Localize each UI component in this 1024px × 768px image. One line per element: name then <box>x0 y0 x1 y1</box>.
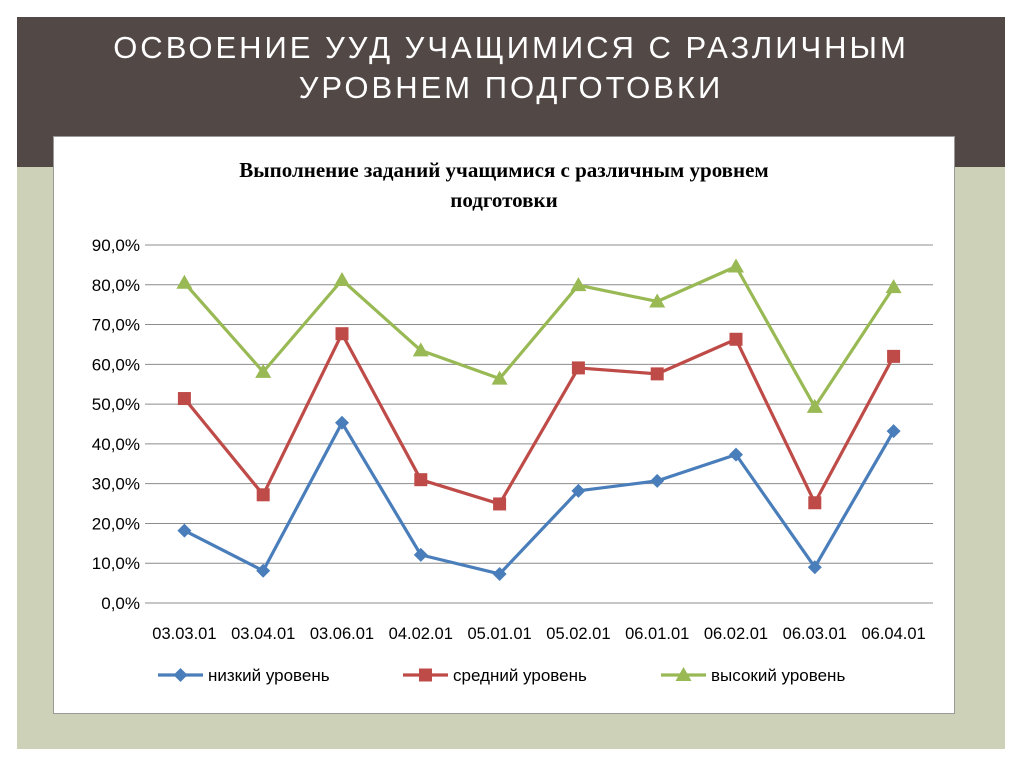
data-point-square <box>887 349 901 363</box>
data-point-triangle <box>885 279 902 294</box>
y-tick-label: 10,0% <box>92 554 140 573</box>
x-axis-tick-labels: 03.03.01 03.04.01 03.06.01 04.02.01 05.01.01… <box>152 625 925 643</box>
x-tick-label: 06.03.01 <box>783 625 847 643</box>
legend-label: низкий уровень <box>208 666 330 685</box>
x-tick-label: 06.02.01 <box>704 625 768 643</box>
legend-item: средний уровень <box>403 666 587 685</box>
legend-marker-diamond <box>173 668 188 682</box>
y-tick-label: 0,0% <box>101 594 140 613</box>
series-3 <box>176 258 902 413</box>
series-lines <box>176 258 902 581</box>
data-point-diamond <box>335 415 349 430</box>
series-line <box>183 332 896 506</box>
data-point-triangle <box>491 370 508 385</box>
gridlines <box>145 244 933 604</box>
data-point-diamond <box>256 563 271 578</box>
data-point-diamond <box>413 547 428 562</box>
legend-item: высокий уровень <box>661 666 845 685</box>
data-point-square <box>493 497 507 511</box>
data-point-square <box>650 367 664 381</box>
slide-title-line2: уровнем подготовки <box>298 70 724 105</box>
data-point-triangle <box>255 363 272 378</box>
data-point-square <box>335 327 349 341</box>
chart-box: 0,0% 10,0% 20,0% 30,0% 40,0% 50,0% 60,0% 70,0% 8… <box>53 136 955 714</box>
data-point-triangle <box>728 258 744 273</box>
data-point-square <box>256 488 270 502</box>
series-line <box>183 264 895 409</box>
legend-marker-square <box>419 668 432 682</box>
data-point-triangle <box>412 342 429 357</box>
x-tick-label: 03.06.01 <box>310 625 374 643</box>
data-point-triangle <box>176 274 193 289</box>
data-point-diamond <box>177 523 192 538</box>
data-point-triangle <box>570 277 587 292</box>
y-tick-label: 60,0% <box>92 355 140 374</box>
legend: низкий уровень средний уровень высокий уро… <box>158 666 845 685</box>
x-tick-label: 04.02.01 <box>389 625 453 643</box>
data-point-triangle <box>649 293 666 308</box>
y-tick-label: 30,0% <box>92 475 140 494</box>
data-point-diamond <box>492 566 507 581</box>
y-tick-label: 20,0% <box>92 514 140 533</box>
legend-label: средний уровень <box>453 666 587 685</box>
y-tick-label: 70,0% <box>92 316 140 335</box>
x-tick-label: 06.01.01 <box>625 625 689 643</box>
legend-marker-triangle <box>675 667 692 681</box>
data-point-square <box>177 392 191 406</box>
legend-item: низкий уровень <box>158 666 330 685</box>
y-axis-tick-labels: 0,0% 10,0% 20,0% 30,0% 40,0% 50,0% 60,0% 70,0% 8… <box>92 236 140 613</box>
series-2 <box>177 327 901 511</box>
slide-title: Освоение УУД учащимися с различным уровн… <box>17 28 1005 108</box>
data-point-square <box>571 361 585 375</box>
line-chart: 0,0% 10,0% 20,0% 30,0% 40,0% 50,0% 60,0% 70,0% 8… <box>92 236 933 685</box>
data-point-diamond <box>729 447 743 462</box>
data-point-triangle <box>334 272 350 287</box>
data-point-diamond <box>886 424 901 439</box>
data-point-diamond <box>650 473 665 488</box>
x-tick-label: 05.01.01 <box>467 625 531 643</box>
x-tick-label: 03.03.01 <box>152 625 216 643</box>
data-point-diamond <box>807 560 822 575</box>
data-point-triangle <box>806 398 823 413</box>
y-tick-label: 90,0% <box>92 236 140 255</box>
y-tick-label: 50,0% <box>92 395 140 414</box>
y-tick-label: 40,0% <box>92 435 140 454</box>
data-point-square <box>414 473 428 487</box>
x-tick-label: 05.02.01 <box>546 625 610 643</box>
series-line <box>183 421 895 576</box>
data-point-square <box>729 332 743 346</box>
slide-title-line1: Освоение УУД учащимися с различным <box>113 30 909 65</box>
data-point-square <box>808 496 822 510</box>
x-tick-label: 03.04.01 <box>231 625 295 643</box>
x-tick-label: 06.04.01 <box>861 625 925 643</box>
data-point-diamond <box>571 483 586 498</box>
y-tick-label: 80,0% <box>92 276 140 295</box>
legend-label: высокий уровень <box>711 666 845 685</box>
series-1 <box>177 415 901 581</box>
